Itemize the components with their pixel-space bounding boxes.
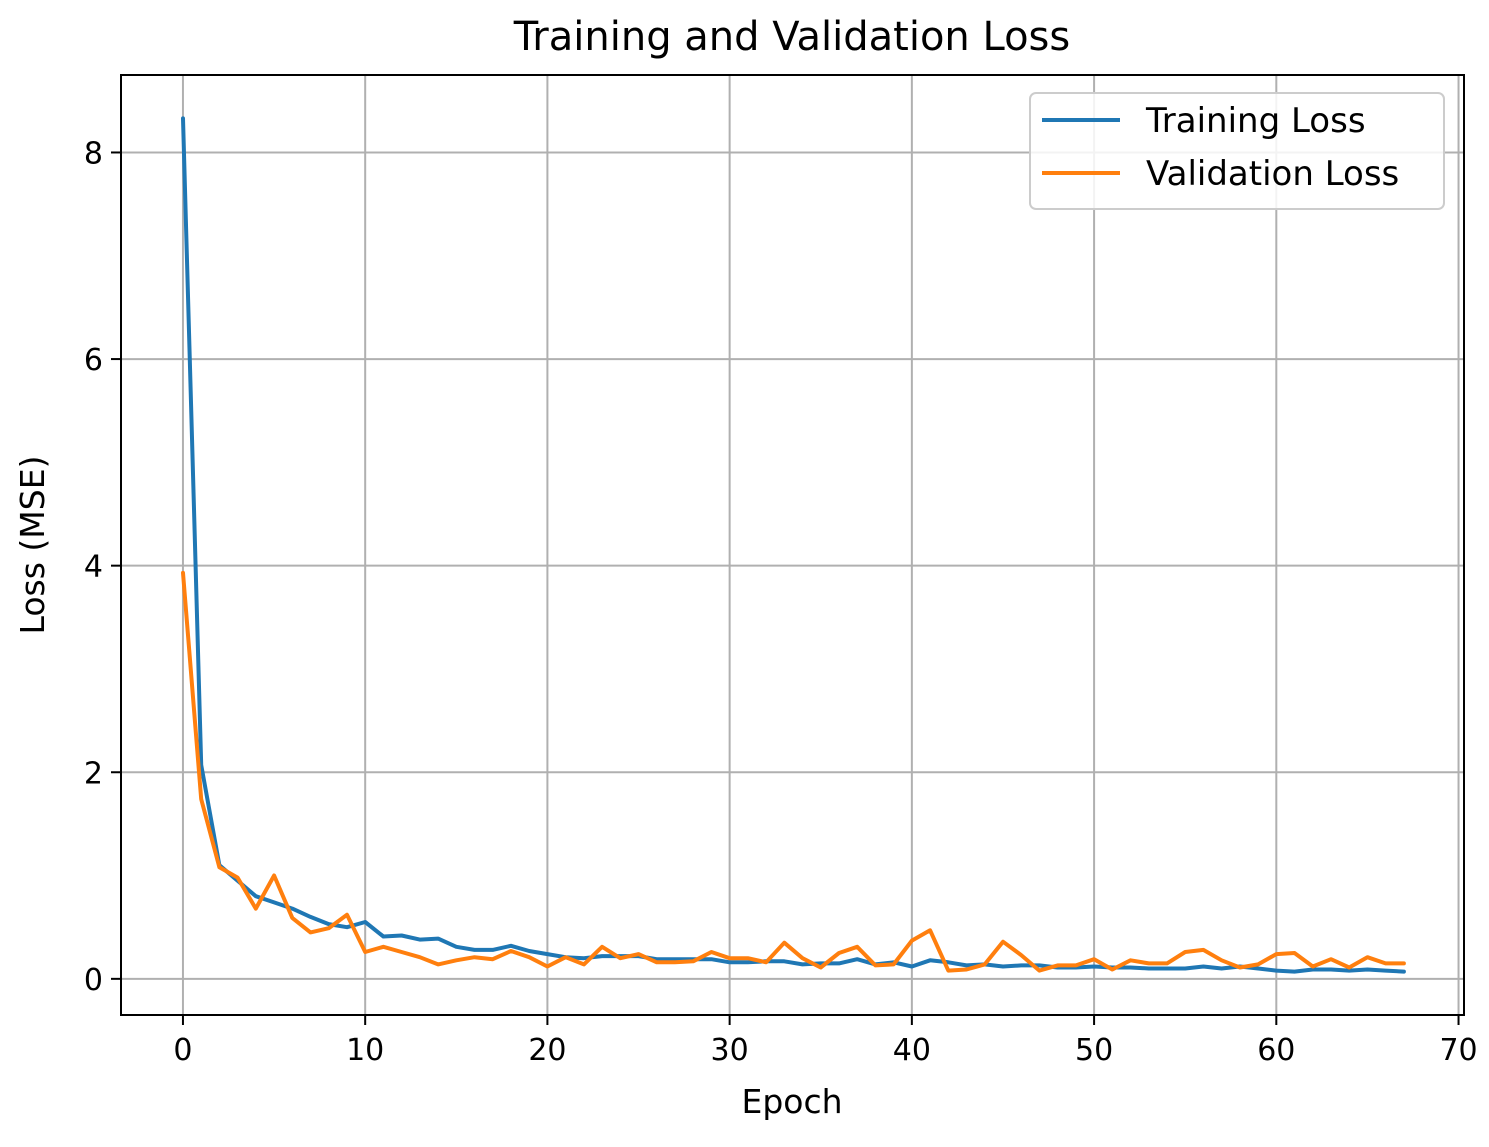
grid bbox=[121, 75, 1464, 1015]
legend-label-validation-loss: Validation Loss bbox=[1146, 154, 1399, 194]
legend: Training Loss Validation Loss bbox=[1029, 92, 1445, 210]
legend-frame bbox=[1029, 92, 1445, 210]
x-tick-label: 70 bbox=[1439, 1033, 1477, 1068]
series-lines bbox=[181, 116, 1406, 974]
y-tick-label: 8 bbox=[84, 136, 103, 171]
x-tick-label: 30 bbox=[711, 1033, 749, 1068]
axis-ticks: 0 10 20 30 40 50 60 70 0 2 4 6 8 bbox=[84, 136, 1478, 1068]
y-axis-label: Loss (MSE) bbox=[13, 456, 52, 635]
x-tick-label: 0 bbox=[173, 1033, 192, 1068]
y-tick-label: 6 bbox=[84, 343, 103, 378]
x-tick-label: 10 bbox=[346, 1033, 384, 1068]
plot-area bbox=[121, 75, 1464, 1015]
chart-title: Training and Validation Loss bbox=[513, 14, 1070, 60]
legend-label-training-loss: Training Loss bbox=[1145, 101, 1366, 141]
x-tick-label: 50 bbox=[1075, 1033, 1113, 1068]
x-tick-label: 60 bbox=[1257, 1033, 1295, 1068]
series-line-validation-loss bbox=[181, 570, 1406, 973]
y-tick-label: 0 bbox=[84, 963, 103, 998]
y-tick-label: 4 bbox=[84, 550, 103, 585]
axes-frame bbox=[120, 74, 1465, 1016]
x-tick-label: 40 bbox=[893, 1033, 931, 1068]
x-tick-label: 20 bbox=[528, 1033, 566, 1068]
x-axis-label: Epoch bbox=[741, 1082, 842, 1121]
series-line-training-loss bbox=[181, 116, 1406, 974]
y-tick-label: 2 bbox=[84, 756, 103, 791]
